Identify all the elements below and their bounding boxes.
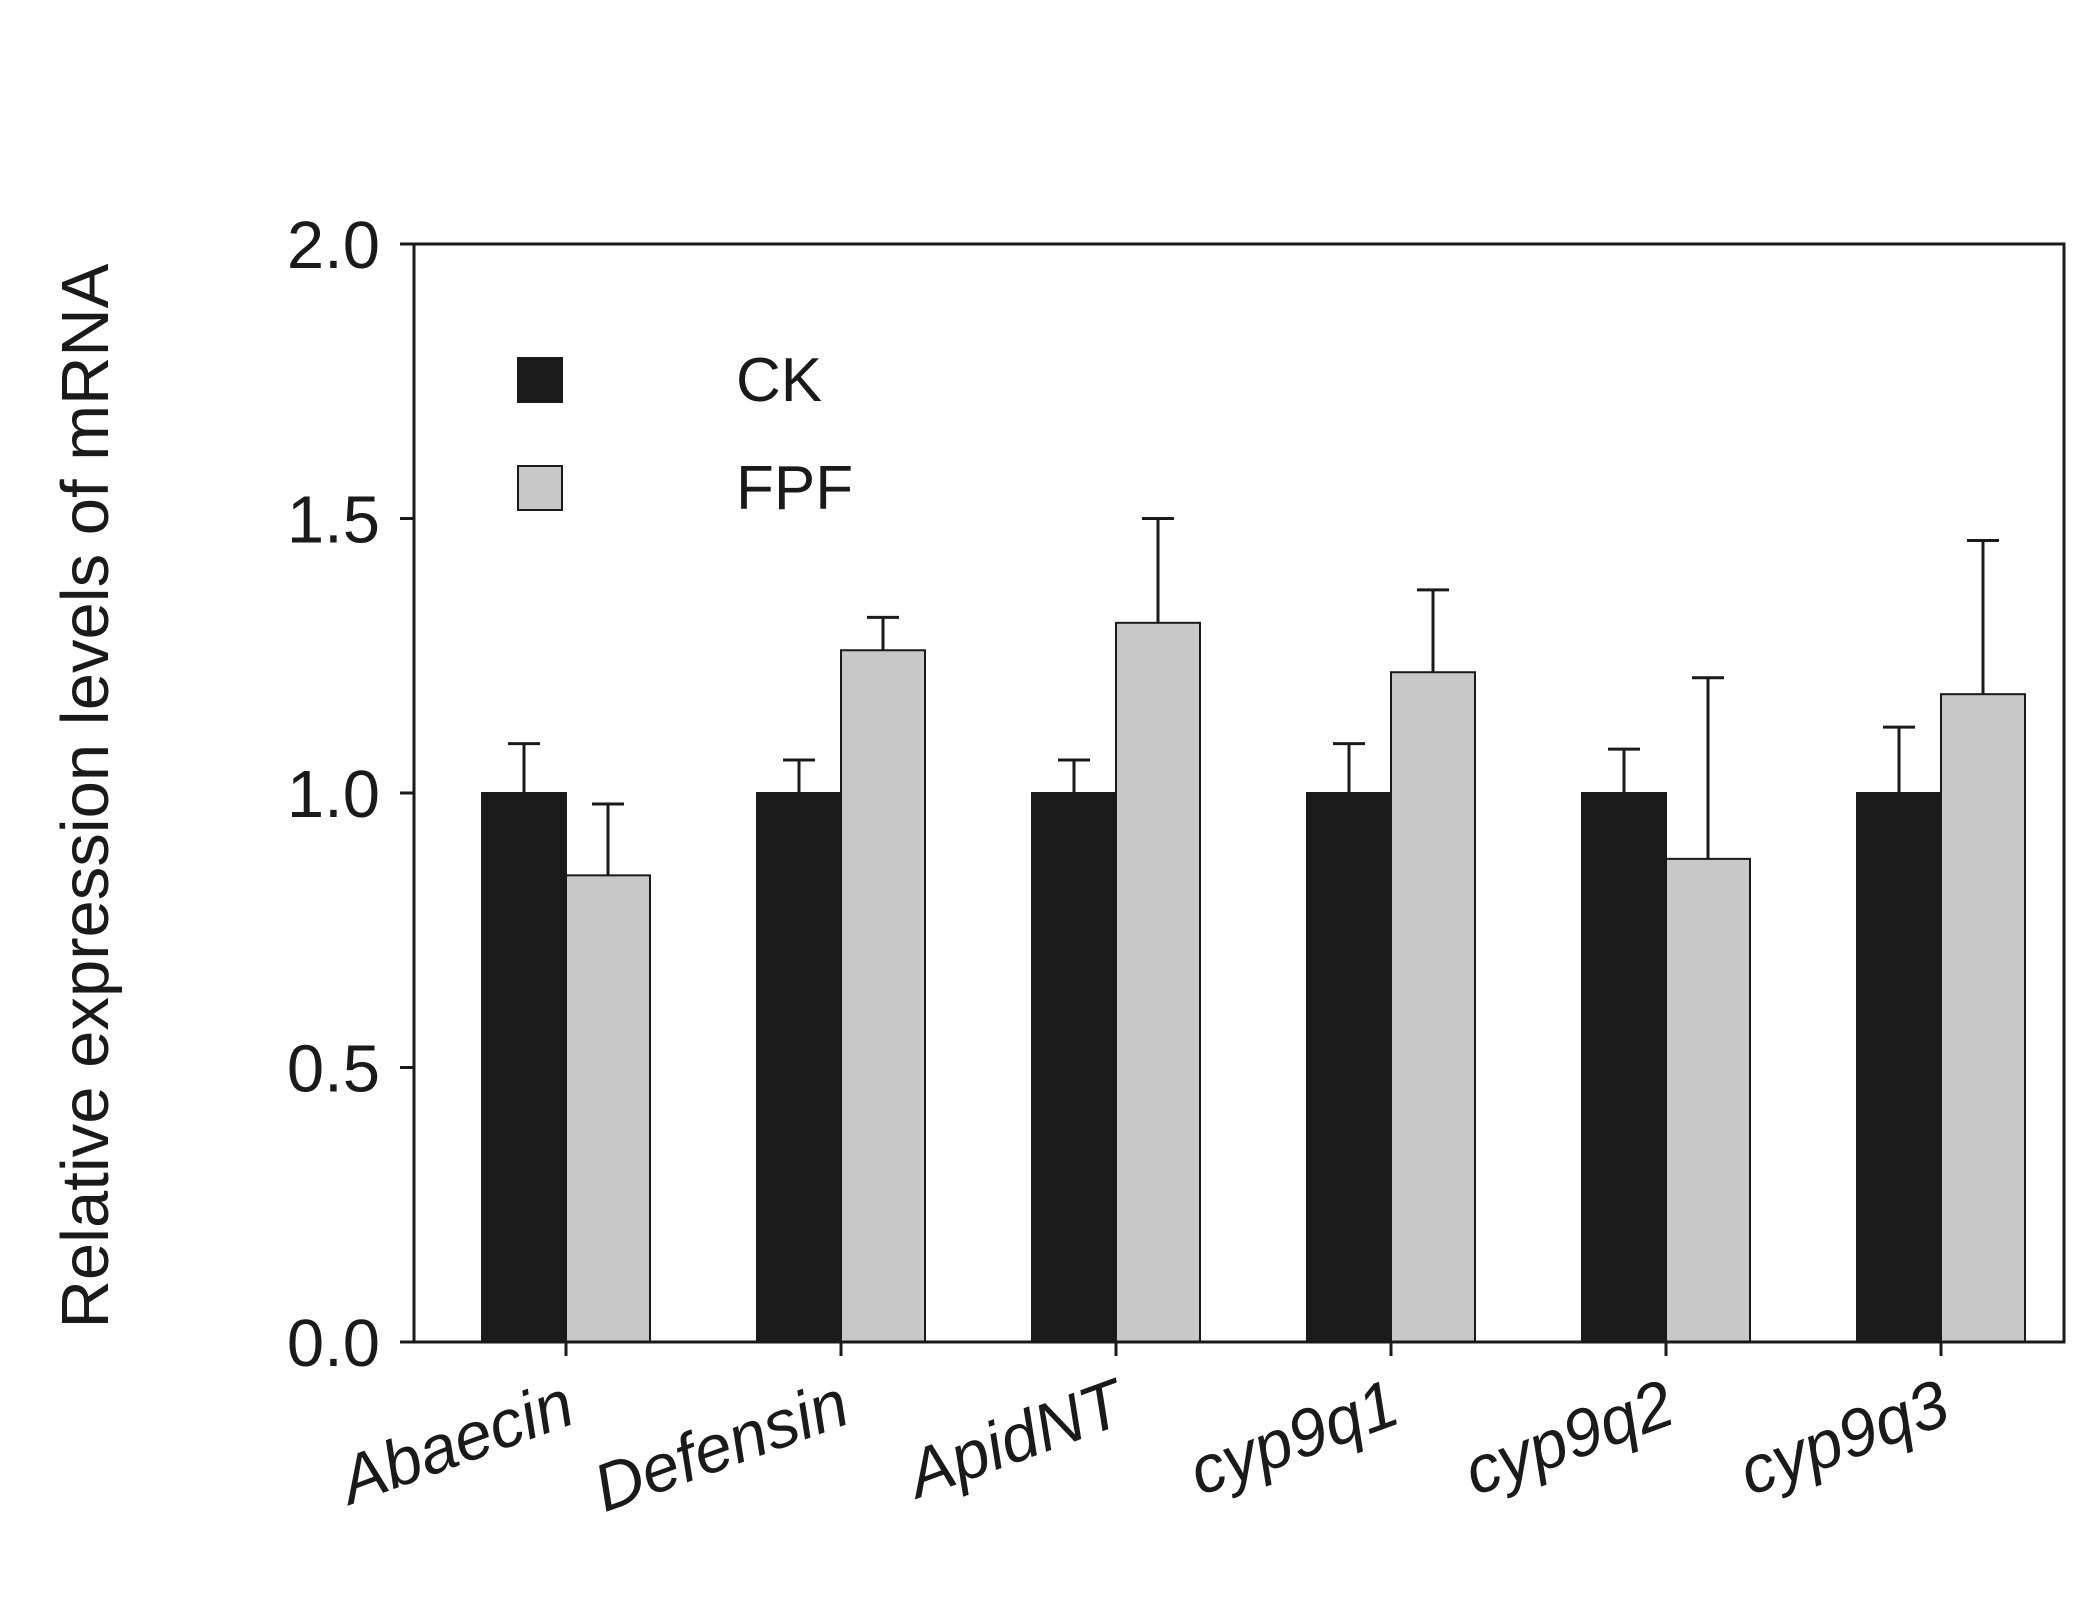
bar-ck-apidnt (1031, 792, 1117, 1343)
error-bar-fpf-abaecin (592, 802, 624, 876)
y-tick-label: 2.0 (287, 208, 380, 283)
y-tick-label: 1.0 (287, 757, 380, 832)
bar-ck-cyp9q2 (1581, 792, 1667, 1343)
bar-ck-cyp9q1 (1306, 792, 1392, 1343)
bar-fpf-defensin (840, 649, 926, 1343)
y-tick-label: 1.5 (287, 483, 380, 558)
bar-fpf-cyp9q2 (1665, 857, 1751, 1343)
legend-swatch-fpf (517, 465, 563, 511)
bar-ck-cyp9q3 (1856, 792, 1942, 1343)
error-bar-ck-cyp9q3 (1883, 725, 1915, 793)
bar-ck-defensin (756, 792, 842, 1343)
error-bar-fpf-cyp9q2 (1692, 676, 1724, 859)
legend-label-fpf: FPF (736, 454, 853, 523)
error-bar-ck-cyp9q2 (1608, 747, 1640, 793)
error-bar-ck-defensin (783, 758, 815, 793)
error-bar-fpf-apidnt (1142, 517, 1174, 623)
bar-fpf-cyp9q3 (1940, 693, 2026, 1343)
legend-label-ck: CK (736, 346, 822, 415)
bar-ck-abaecin (481, 792, 567, 1343)
bar-fpf-apidnt (1115, 621, 1201, 1343)
error-bar-ck-cyp9q1 (1333, 742, 1365, 793)
y-tick-label: 0.5 (287, 1032, 380, 1107)
y-axis-title: Relative expression levels of mRNA (48, 263, 123, 1328)
error-bar-ck-apidnt (1058, 758, 1090, 793)
legend: CK FPF (517, 346, 853, 523)
error-bars-layer (508, 517, 1999, 876)
error-bar-fpf-cyp9q3 (1967, 538, 1999, 695)
bar-fpf-cyp9q1 (1390, 671, 1476, 1343)
error-bar-ck-abaecin (508, 742, 540, 793)
legend-swatch-ck (517, 357, 563, 403)
y-tick-label: 0.0 (287, 1306, 380, 1381)
bar-fpf-abaecin (565, 874, 651, 1343)
error-bar-fpf-defensin (867, 615, 899, 651)
error-bar-fpf-cyp9q1 (1417, 588, 1449, 673)
bars-layer (481, 621, 2026, 1343)
y-axis: 0.0 0.5 1.0 1.5 2.0 (287, 208, 414, 1381)
